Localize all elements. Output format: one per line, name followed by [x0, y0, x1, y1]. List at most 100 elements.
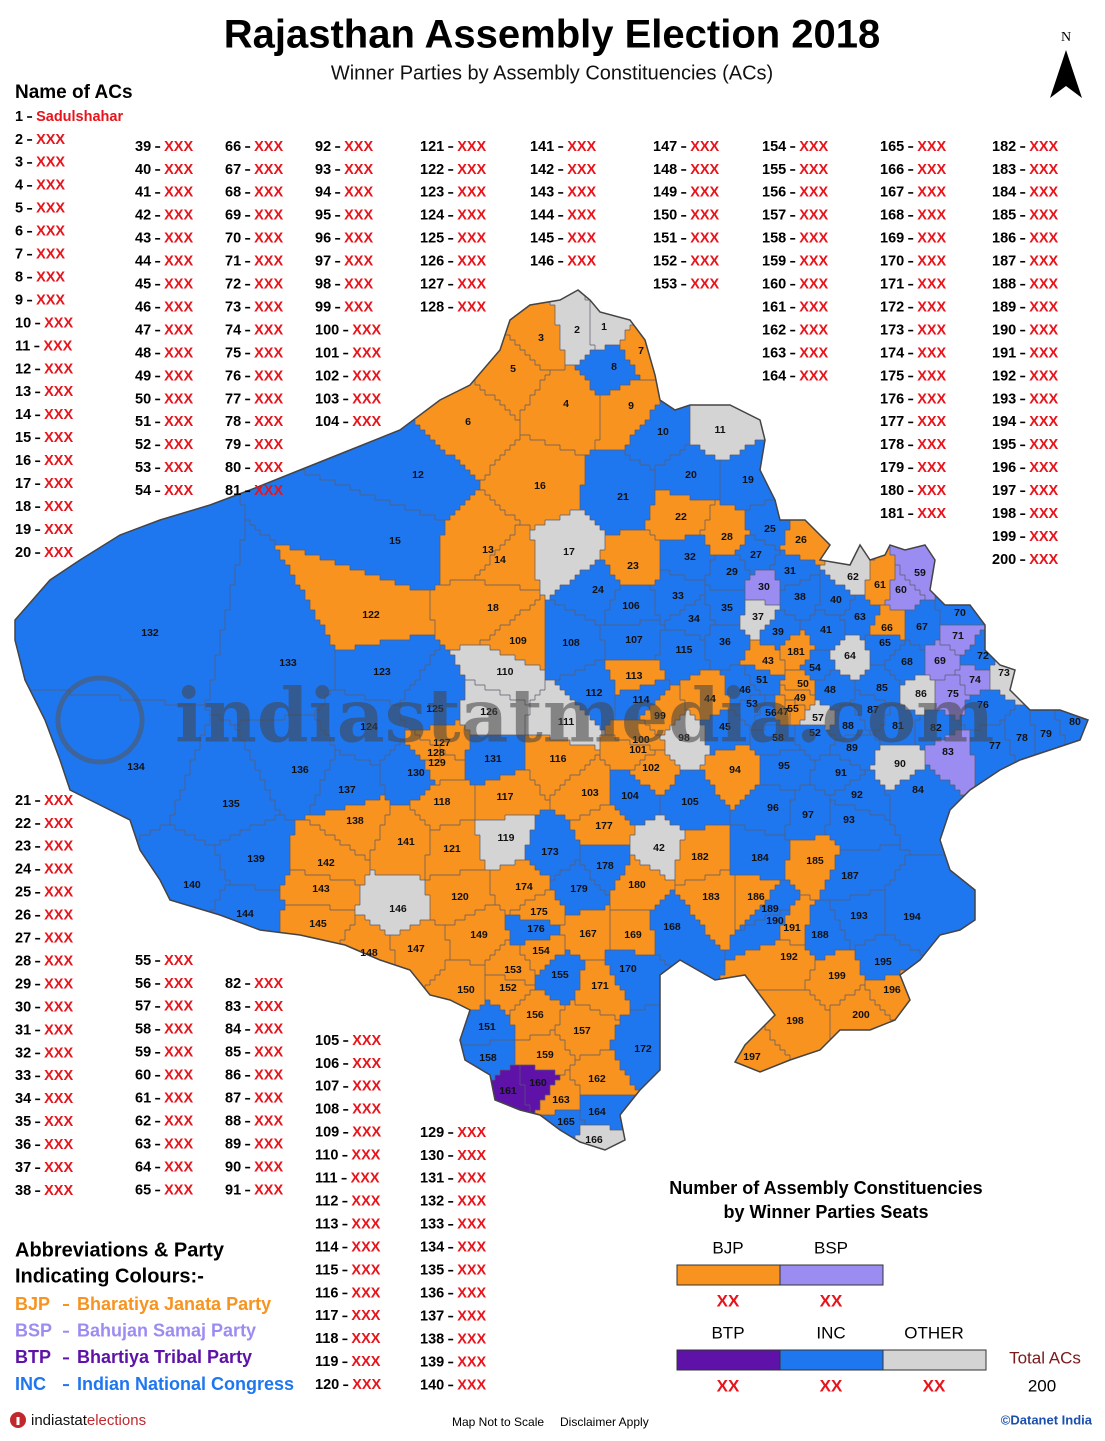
- constituency: [800, 650, 835, 680]
- ac-map-label: 21: [617, 491, 629, 503]
- ac-number: 166: [880, 162, 904, 178]
- ac-map-label: 198: [786, 1015, 804, 1027]
- ac-name: XXX: [567, 231, 596, 247]
- ac-map-label: 188: [811, 929, 829, 941]
- ac-map-label: 55: [787, 703, 799, 715]
- ac-name: XXX: [457, 231, 486, 247]
- ac-name: XXX: [44, 953, 73, 969]
- ac-name: XXX: [799, 185, 828, 201]
- constituency: [640, 685, 685, 735]
- ac-map-label: 91: [835, 767, 847, 779]
- ac-map-label: 60: [895, 584, 907, 596]
- constituency: [425, 820, 485, 880]
- ac-map-label: 59: [914, 567, 926, 579]
- ac-map-label: 138: [346, 815, 364, 827]
- ac-map-label: 157: [573, 1025, 591, 1037]
- ac-name: XXX: [1029, 277, 1058, 293]
- constituency: [730, 695, 765, 730]
- ac-name: XXX: [1029, 299, 1058, 315]
- ac-map-label: 39: [772, 626, 784, 638]
- ac-number: 138: [420, 1331, 444, 1347]
- ac-number: 45: [135, 277, 151, 293]
- ac-name: XXX: [344, 185, 373, 201]
- ac-map-label: 199: [828, 970, 846, 982]
- ac-map-label: 96: [767, 802, 779, 814]
- ac-name: XXX: [44, 976, 73, 992]
- ac-map-label: 32: [684, 551, 696, 563]
- ac-map-label: 69: [934, 655, 946, 667]
- ac-number: 174: [880, 345, 904, 361]
- ac-number: 55: [135, 953, 151, 969]
- ac-map-label: 159: [536, 1049, 554, 1061]
- ac-map-label: 189: [761, 903, 779, 915]
- ac-map-label: 15: [389, 535, 401, 547]
- ac-number: 189: [992, 299, 1016, 315]
- ac-number: 35: [15, 1114, 31, 1130]
- ac-number: 61: [135, 1091, 151, 1107]
- ac-name: XXX: [799, 299, 828, 315]
- ac-name: XXX: [457, 1194, 486, 1210]
- constituency: [575, 345, 640, 395]
- ac-name: XXX: [254, 1022, 283, 1038]
- ac-map-label: 36: [719, 636, 731, 648]
- ac-map-label: 148: [360, 947, 378, 959]
- ac-name: XXX: [254, 1091, 283, 1107]
- ac-map-label: 73: [998, 667, 1010, 679]
- constituency: [805, 900, 850, 960]
- legend-swatch: [779, 1264, 884, 1286]
- ac-map-label: 93: [843, 814, 855, 826]
- ac-map-label: 83: [942, 746, 954, 758]
- abbr-code: INC: [15, 1374, 46, 1394]
- constituency: [430, 580, 540, 650]
- ac-map-label: 86: [915, 688, 927, 700]
- constituency: [15, 825, 230, 1150]
- ac-number: 197: [992, 483, 1016, 499]
- ac-name: XXX: [344, 231, 373, 247]
- ac-map-label: 146: [389, 903, 407, 915]
- ac-number: 4: [15, 178, 23, 194]
- ac-map-label: 97: [802, 809, 814, 821]
- ac-number: 82: [225, 976, 241, 992]
- ac-number: 186: [992, 231, 1016, 247]
- ac-name: XXX: [1029, 414, 1058, 430]
- ac-name: XXX: [457, 1148, 486, 1164]
- ac-map-label: 37: [752, 611, 764, 623]
- ac-name: XXX: [44, 453, 73, 469]
- ac-name: XXX: [254, 414, 283, 430]
- ac-map-label: 70: [954, 607, 966, 619]
- ac-name: XXX: [351, 1171, 380, 1187]
- list-heading: Name of ACs: [15, 82, 133, 103]
- ac-number: 87: [225, 1091, 241, 1107]
- ac-name: XXX: [254, 368, 283, 384]
- constituency: [580, 450, 655, 535]
- constituency: [780, 685, 815, 710]
- ac-number: 130: [420, 1148, 444, 1164]
- ac-map-label: 66: [881, 622, 893, 634]
- ac-name: XXX: [164, 1182, 193, 1198]
- ac-name: XXX: [799, 254, 828, 270]
- ac-name: XXX: [36, 155, 65, 171]
- ac-map-label: 103: [581, 787, 599, 799]
- copyright: ©Datanet India: [1001, 1412, 1093, 1427]
- constituency: [830, 705, 870, 740]
- constituency: [610, 910, 655, 955]
- ac-number: 10: [15, 315, 31, 331]
- ac-name: XXX: [164, 437, 193, 453]
- constituency: [560, 905, 610, 960]
- ac-number: 163: [762, 345, 786, 361]
- ac-number: 41: [135, 185, 151, 201]
- ac-name: XXX: [164, 185, 193, 201]
- ac-number: 44: [135, 254, 151, 270]
- ac-number: 143: [530, 185, 554, 201]
- ac-map-label: 149: [470, 929, 488, 941]
- ac-number: 48: [135, 345, 151, 361]
- constituency: [705, 585, 745, 625]
- ac-name: XXX: [44, 361, 73, 377]
- ac-map-label: 190: [766, 915, 784, 927]
- ac-map-label: 200: [852, 1009, 870, 1021]
- ac-name: XXX: [457, 1377, 486, 1393]
- ac-name: XXX: [1029, 552, 1058, 568]
- ac-map-label: 134: [127, 761, 145, 773]
- ac-name: XXX: [254, 1114, 283, 1130]
- ac-name: XXX: [690, 277, 719, 293]
